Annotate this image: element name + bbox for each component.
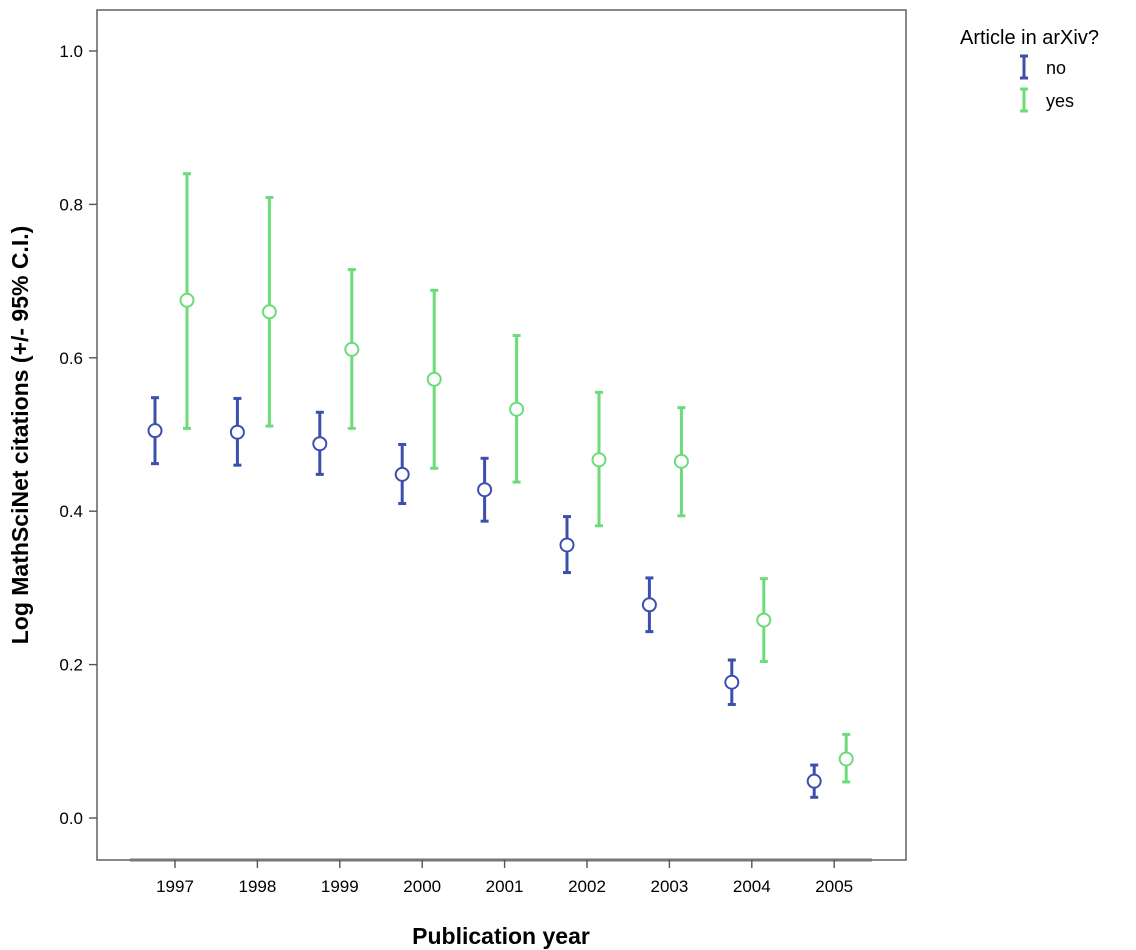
x-tick-label: 2002 bbox=[568, 877, 606, 896]
y-tick-label: 0.6 bbox=[59, 349, 83, 368]
mean-point bbox=[344, 341, 360, 357]
plot-border bbox=[96, 9, 907, 861]
legend-label-no: no bbox=[1046, 58, 1066, 78]
mean-point bbox=[509, 401, 525, 417]
x-axis-ticks: 1997 1998 1999 2000 2001 2002 2003 2004 2005 bbox=[156, 860, 853, 896]
mean-point bbox=[394, 466, 410, 482]
y-tick-label: 0.0 bbox=[59, 809, 83, 828]
plot-frame bbox=[96, 9, 907, 862]
y-tick-label: 1.0 bbox=[59, 42, 83, 61]
mean-point bbox=[591, 452, 607, 468]
mean-point bbox=[312, 436, 328, 452]
y-axis-title: Log MathSciNet citations (+/- 95% C.I.) bbox=[7, 226, 33, 645]
mean-point bbox=[261, 304, 277, 320]
mean-point bbox=[559, 537, 575, 553]
x-tick-label: 1997 bbox=[156, 877, 194, 896]
mean-point bbox=[179, 292, 195, 308]
mean-point bbox=[673, 453, 689, 469]
y-tick-label: 0.8 bbox=[59, 195, 83, 214]
y-tick-label: 0.2 bbox=[59, 656, 83, 675]
mean-point bbox=[756, 612, 772, 628]
data-marks bbox=[147, 172, 854, 799]
mean-point bbox=[641, 597, 657, 613]
mean-point bbox=[724, 674, 740, 690]
legend: Article in arXiv? no yes bbox=[960, 27, 1099, 113]
x-tick-label: 2001 bbox=[486, 877, 524, 896]
x-tick-label: 1999 bbox=[321, 877, 359, 896]
mean-point bbox=[426, 371, 442, 387]
x-tick-label: 2000 bbox=[403, 877, 441, 896]
x-tick-label: 2004 bbox=[733, 877, 771, 896]
mean-point bbox=[477, 482, 493, 498]
series-no bbox=[147, 396, 822, 799]
mean-point bbox=[806, 773, 822, 789]
x-axis-title: Publication year bbox=[412, 923, 590, 949]
x-tick-label: 1998 bbox=[238, 877, 276, 896]
legend-label-yes: yes bbox=[1046, 91, 1074, 111]
mean-point bbox=[229, 424, 245, 440]
mean-point bbox=[838, 751, 854, 767]
x-tick-label: 2003 bbox=[650, 877, 688, 896]
x-tick-label: 2005 bbox=[815, 877, 853, 896]
legend-title: Article in arXiv? bbox=[960, 27, 1099, 49]
mean-point bbox=[147, 423, 163, 439]
series-yes bbox=[179, 172, 854, 784]
y-tick-label: 0.4 bbox=[59, 502, 83, 521]
y-axis-ticks: 0.0 0.2 0.4 0.6 0.8 1.0 bbox=[59, 42, 97, 828]
